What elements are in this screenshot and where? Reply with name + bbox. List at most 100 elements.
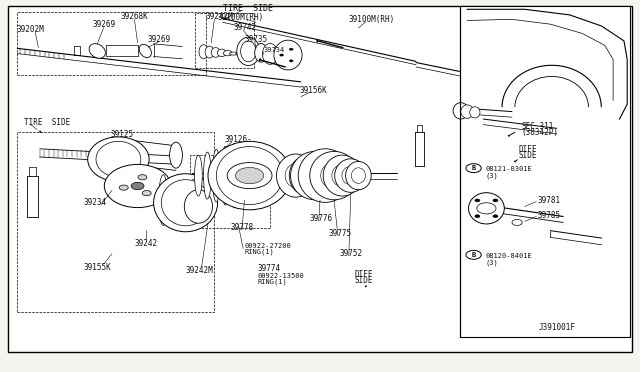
Ellipse shape bbox=[321, 162, 348, 189]
Text: 39735: 39735 bbox=[244, 35, 268, 44]
Text: 39742: 39742 bbox=[234, 23, 257, 32]
Ellipse shape bbox=[211, 48, 220, 57]
Ellipse shape bbox=[332, 164, 353, 187]
Ellipse shape bbox=[346, 161, 371, 190]
Text: 39752: 39752 bbox=[339, 249, 362, 258]
Ellipse shape bbox=[301, 162, 328, 189]
Text: 39242M: 39242M bbox=[205, 12, 233, 21]
Ellipse shape bbox=[297, 165, 315, 186]
Circle shape bbox=[475, 215, 480, 218]
Ellipse shape bbox=[223, 51, 232, 56]
Bar bbox=[195, 13, 254, 68]
Ellipse shape bbox=[453, 103, 468, 119]
Ellipse shape bbox=[178, 179, 187, 221]
Circle shape bbox=[512, 219, 522, 225]
Circle shape bbox=[227, 163, 272, 189]
Ellipse shape bbox=[205, 46, 214, 58]
Bar bbox=[190, 155, 270, 228]
Text: (38342P): (38342P) bbox=[522, 128, 559, 137]
Polygon shape bbox=[460, 6, 630, 337]
Text: DIFF: DIFF bbox=[355, 270, 372, 279]
Text: 39156K: 39156K bbox=[300, 86, 328, 94]
Text: 39269: 39269 bbox=[92, 20, 115, 29]
Ellipse shape bbox=[197, 184, 206, 217]
Ellipse shape bbox=[159, 175, 168, 225]
Text: J391001F: J391001F bbox=[539, 323, 576, 332]
Ellipse shape bbox=[208, 141, 291, 210]
Ellipse shape bbox=[255, 44, 268, 62]
Text: 39778: 39778 bbox=[230, 223, 253, 232]
Ellipse shape bbox=[237, 37, 260, 65]
Ellipse shape bbox=[195, 155, 202, 196]
Text: 00922-13500: 00922-13500 bbox=[257, 273, 304, 279]
Text: TIRE  SIDE: TIRE SIDE bbox=[223, 4, 273, 13]
Text: 39269: 39269 bbox=[147, 35, 170, 44]
Ellipse shape bbox=[88, 137, 149, 182]
Text: 39155K: 39155K bbox=[83, 263, 111, 272]
Ellipse shape bbox=[204, 152, 211, 199]
Ellipse shape bbox=[212, 149, 220, 202]
Circle shape bbox=[131, 182, 144, 190]
Text: 39100M(RH): 39100M(RH) bbox=[348, 15, 394, 24]
Text: RING(1): RING(1) bbox=[257, 279, 287, 285]
Text: 39268K: 39268K bbox=[120, 12, 148, 21]
Circle shape bbox=[493, 199, 498, 202]
Ellipse shape bbox=[262, 44, 278, 64]
Ellipse shape bbox=[154, 174, 218, 232]
Ellipse shape bbox=[323, 155, 362, 196]
Ellipse shape bbox=[199, 45, 208, 59]
Circle shape bbox=[289, 60, 293, 62]
Text: 39734: 39734 bbox=[264, 47, 285, 53]
Circle shape bbox=[138, 175, 147, 180]
Text: 39125: 39125 bbox=[110, 130, 133, 139]
Ellipse shape bbox=[285, 164, 307, 187]
Ellipse shape bbox=[298, 149, 352, 202]
Ellipse shape bbox=[461, 105, 474, 118]
Ellipse shape bbox=[468, 193, 504, 224]
Circle shape bbox=[466, 164, 481, 173]
Circle shape bbox=[119, 185, 128, 190]
Text: 39242M: 39242M bbox=[186, 266, 214, 275]
Text: 39776: 39776 bbox=[310, 214, 333, 223]
Ellipse shape bbox=[89, 44, 106, 58]
Text: DIFF: DIFF bbox=[518, 145, 537, 154]
Ellipse shape bbox=[335, 159, 367, 192]
Circle shape bbox=[142, 190, 151, 196]
Text: (3): (3) bbox=[485, 173, 498, 179]
Ellipse shape bbox=[276, 154, 315, 197]
Ellipse shape bbox=[351, 168, 365, 183]
Ellipse shape bbox=[470, 107, 480, 118]
Ellipse shape bbox=[104, 164, 171, 208]
Circle shape bbox=[289, 48, 293, 50]
Bar bbox=[17, 132, 214, 312]
Text: 39774: 39774 bbox=[257, 264, 280, 273]
Ellipse shape bbox=[188, 182, 196, 219]
Text: SIDE: SIDE bbox=[355, 276, 372, 285]
Circle shape bbox=[475, 199, 480, 202]
Ellipse shape bbox=[230, 143, 238, 208]
Text: 39126-: 39126- bbox=[224, 135, 252, 144]
Text: 39781: 39781 bbox=[538, 196, 561, 205]
Text: 39242: 39242 bbox=[134, 239, 157, 248]
Text: SEC.311: SEC.311 bbox=[522, 122, 554, 131]
Text: (3): (3) bbox=[485, 259, 498, 266]
Circle shape bbox=[236, 167, 264, 184]
Circle shape bbox=[477, 203, 496, 214]
Ellipse shape bbox=[230, 52, 238, 55]
Ellipse shape bbox=[168, 177, 177, 223]
Text: RING(1): RING(1) bbox=[244, 249, 274, 256]
Text: 00922-27200: 00922-27200 bbox=[244, 243, 291, 248]
Text: B: B bbox=[472, 252, 476, 258]
Circle shape bbox=[493, 215, 498, 218]
Circle shape bbox=[280, 54, 284, 56]
Text: 08120-8401E: 08120-8401E bbox=[485, 253, 532, 259]
Ellipse shape bbox=[274, 40, 302, 70]
Text: 39775: 39775 bbox=[329, 229, 352, 238]
Ellipse shape bbox=[161, 180, 210, 226]
Ellipse shape bbox=[184, 190, 212, 223]
Text: 39202M: 39202M bbox=[17, 25, 45, 34]
Ellipse shape bbox=[291, 151, 339, 200]
Ellipse shape bbox=[221, 146, 229, 205]
Ellipse shape bbox=[170, 142, 182, 168]
Ellipse shape bbox=[310, 161, 340, 190]
